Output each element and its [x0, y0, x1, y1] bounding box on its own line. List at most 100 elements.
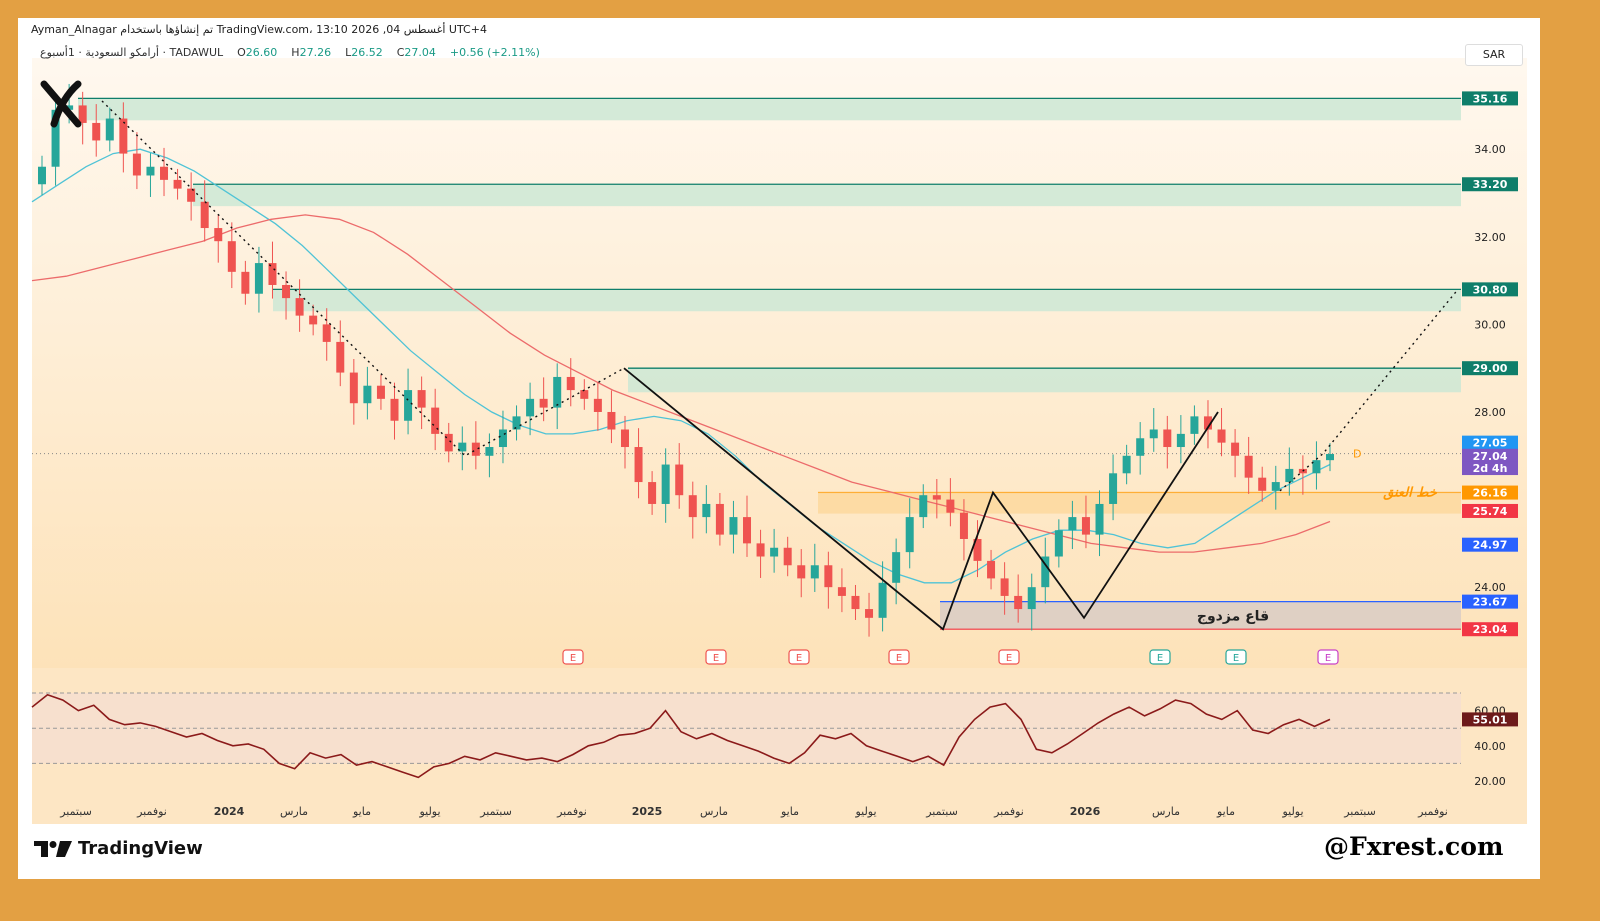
candle-body [1095, 503, 1104, 535]
rsi-line [31, 693, 1331, 779]
candle-body [1014, 595, 1023, 610]
price-tag-label: 27.05 [1473, 437, 1508, 450]
earnings-marker-label: E [570, 653, 576, 664]
candle-body [688, 495, 697, 518]
candle-body [78, 105, 87, 123]
projection-dotted-path [1279, 288, 1459, 492]
candle-body [553, 376, 562, 408]
publish-info: Ayman_Alnagar تم إنشاؤها باستخدام Tradin… [31, 23, 487, 36]
candle-body [566, 376, 575, 391]
sma-fast-line [31, 148, 1331, 584]
candle-body [1000, 578, 1009, 596]
earnings-marker-label: E [713, 653, 719, 664]
x-axis-label: مارس [700, 805, 728, 818]
rsi-value-tag [1462, 712, 1518, 727]
candle-body [173, 179, 182, 189]
symbol-name: أرامكو السعودية · 1أسبوع · TADAWUL [40, 46, 224, 59]
symbol-legend[interactable]: أرامكو السعودية · 1أسبوع · TADAWUL O26.6… [40, 46, 540, 59]
candle-body [743, 517, 752, 544]
price-tag [1462, 177, 1518, 192]
candle-body [132, 153, 141, 176]
candle-body [837, 587, 846, 596]
candle-body [770, 547, 779, 557]
candle-body [1122, 455, 1131, 474]
x-axis-label: 2025 [632, 805, 663, 818]
x-axis-label: مايو [780, 805, 799, 818]
x-axis-label: سبتمبر [1343, 805, 1376, 818]
tradingview-logo-text: TradingView [78, 838, 203, 859]
candle-body [634, 447, 643, 483]
candle-body [105, 118, 114, 141]
x-axis-label: نوفمبر [556, 805, 587, 818]
candle-body [146, 166, 155, 176]
price-tag-label: 35.16 [1473, 92, 1508, 105]
earnings-marker-label: E [1233, 653, 1239, 664]
candle-body [539, 398, 548, 408]
candle-body [824, 565, 833, 588]
price-tag [1462, 537, 1518, 552]
price-tag-label: 25.74 [1473, 505, 1508, 518]
earnings-marker [562, 649, 584, 665]
price-tag [1462, 594, 1518, 609]
candle-body [729, 517, 738, 535]
earnings-marker [998, 649, 1020, 665]
candle-body [1271, 482, 1280, 491]
earnings-marker-label: E [796, 653, 802, 664]
candle-body [38, 166, 46, 185]
x-axis-label: نوفمبر [1417, 805, 1448, 818]
candle-body [810, 565, 819, 579]
resistance-zone [193, 184, 1461, 207]
rsi-value-label: 55.01 [1473, 713, 1508, 726]
candle-body [92, 122, 101, 141]
earnings-marker [888, 649, 910, 665]
watermark: @Fxrest.com [1324, 832, 1504, 861]
currency-button[interactable]: SAR [1465, 44, 1523, 66]
candle-body [865, 609, 874, 618]
x-axis-label: سبتمبر [925, 805, 958, 818]
candle-body [200, 201, 209, 229]
earnings-marker [788, 649, 810, 665]
x-axis-label: مارس [280, 805, 308, 818]
tradingview-logo: TradingView [34, 838, 203, 859]
resistance-zone [628, 368, 1461, 393]
candle-body [431, 407, 440, 434]
candle-body [1041, 556, 1050, 588]
x-axis-label: سبتمبر [479, 805, 512, 818]
candle-body [268, 263, 277, 285]
candle-body [851, 595, 860, 610]
candle-body [1312, 460, 1321, 474]
price-tag [1462, 622, 1518, 637]
earnings-marker-label: E [1157, 653, 1163, 664]
x-axis-label: يوليو [418, 805, 440, 818]
candle-body [783, 547, 792, 566]
candle-body [526, 398, 535, 417]
sma-slow-line [31, 214, 1331, 553]
price-tag-label: 30.80 [1473, 283, 1508, 296]
price-tag-label: 23.04 [1473, 623, 1508, 636]
x-axis-label: مايو [1216, 805, 1235, 818]
candle-body [715, 503, 724, 535]
candle-body [1176, 433, 1185, 448]
price-tag-label: 29.00 [1473, 362, 1508, 375]
price-tag-label: 24.97 [1473, 539, 1508, 552]
candle-body [905, 517, 914, 553]
x-axis-label: سبتمبر [59, 805, 92, 818]
ohlc-low-label: L [345, 46, 352, 59]
y-tick-label: 34.00 [1474, 143, 1506, 156]
candle-body [959, 512, 968, 539]
tradingview-mark-icon [34, 840, 72, 857]
candle-body [214, 228, 223, 242]
earnings-marker [1225, 649, 1247, 665]
candle-body [376, 385, 385, 399]
resistance-zone [273, 289, 1461, 312]
candle-body [1285, 468, 1294, 483]
candle-body [1203, 416, 1212, 430]
price-tag [1462, 361, 1518, 376]
x-axis-label: يوليو [854, 805, 876, 818]
chart-canvas[interactable]: قاع مزدوج خط العنق D E E E E E E E E 34.00 32.00 30.0… [18, 18, 1540, 879]
candle-body [661, 464, 670, 504]
rsi-tick-label: 20.00 [1474, 775, 1506, 788]
resistance-zone [78, 98, 1461, 121]
candle-body [444, 433, 453, 452]
